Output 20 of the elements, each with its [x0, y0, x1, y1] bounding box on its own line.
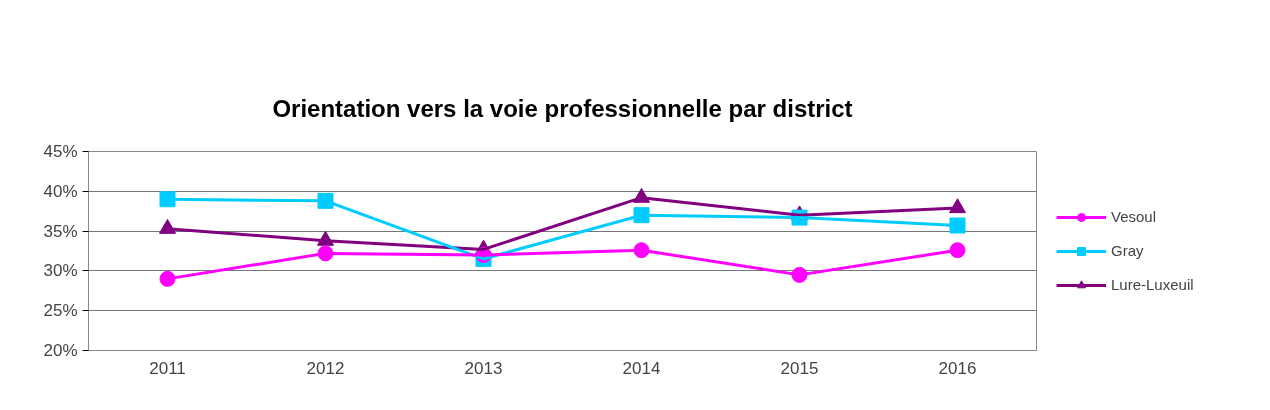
y-tick-label: 25%	[43, 301, 78, 321]
y-tick-label: 20%	[43, 341, 78, 360]
x-tick-label: 2016	[938, 358, 977, 378]
legend-label: Gray	[1111, 242, 1144, 259]
x-tick-label: 2011	[149, 358, 186, 378]
point	[949, 242, 966, 259]
y-tick-label: 45%	[43, 142, 78, 161]
x-tick-label: 2012	[306, 358, 345, 378]
x-tick-label: 2013	[464, 358, 503, 378]
x-tick-label: 2014	[622, 358, 661, 378]
chart-title: Orientation vers la voie professionnelle par district	[272, 94, 853, 122]
y-tick-label: 40%	[43, 181, 78, 201]
point	[949, 217, 966, 234]
y-tick-label: 30%	[43, 261, 78, 281]
point	[159, 270, 176, 287]
x-tick-label: 2015	[780, 358, 819, 378]
legend-label: Lure-Luxeuil	[1111, 276, 1194, 293]
legend-label: Vesoul	[1111, 208, 1157, 225]
y-tick-label: 35%	[43, 221, 78, 241]
point	[159, 191, 176, 208]
